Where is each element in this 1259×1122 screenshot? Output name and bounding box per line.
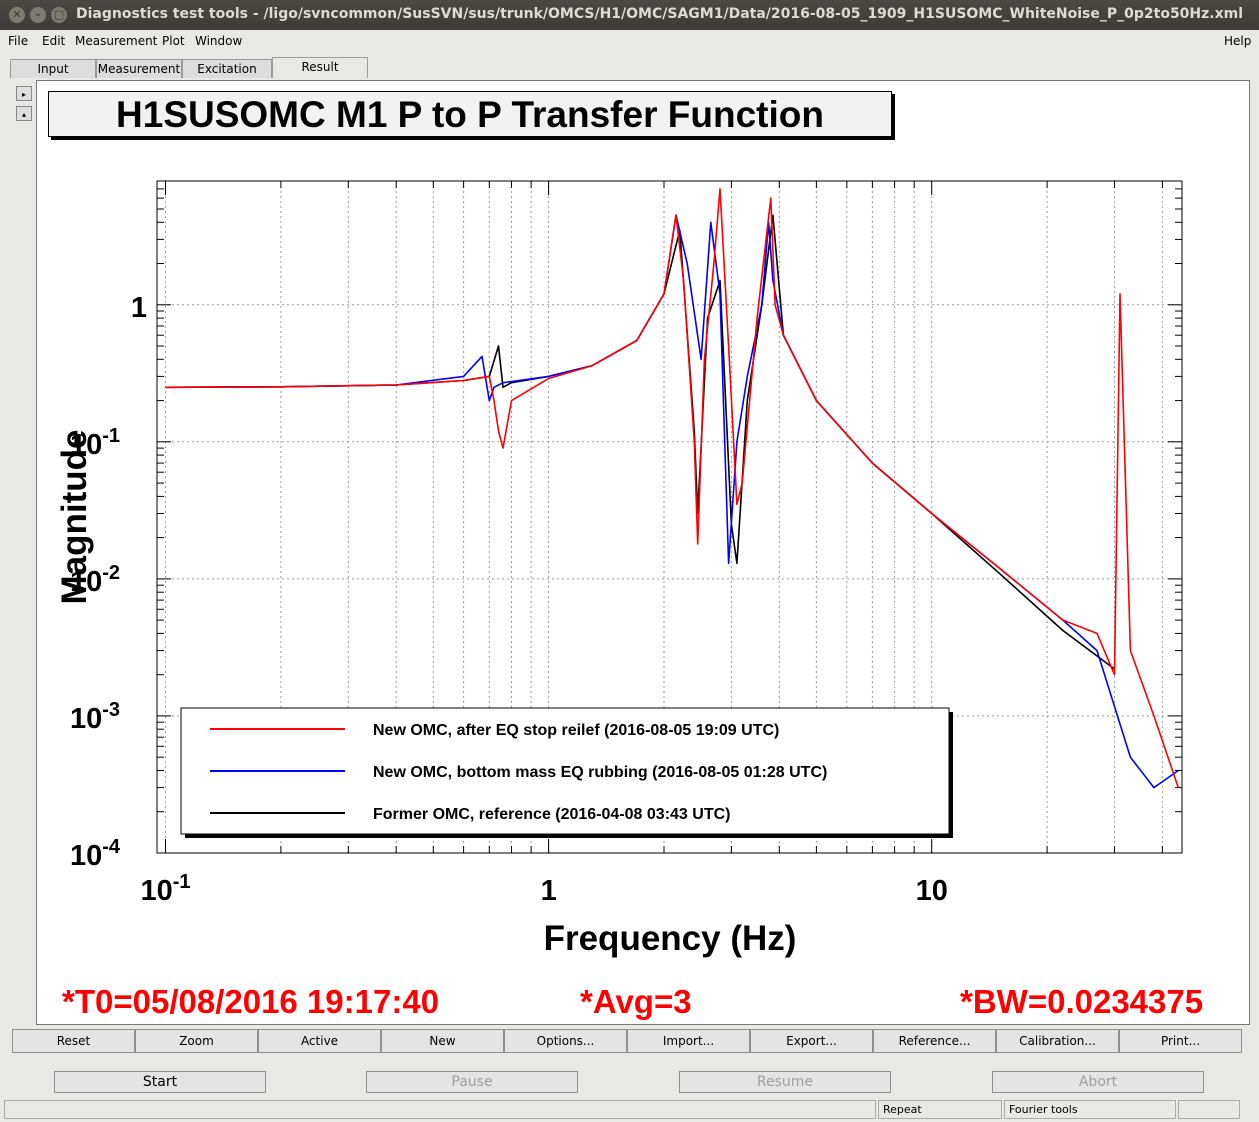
zoom-button[interactable]: Zoom [135, 1029, 258, 1053]
menu-file[interactable]: File [8, 34, 29, 48]
window-title: Diagnostics test tools - /ligo/svncommon… [76, 6, 1244, 22]
calibration-button[interactable]: Calibration... [996, 1029, 1119, 1053]
avg-stat: *Avg=3 [580, 983, 692, 1020]
tab-bar: Input Measurement Excitation Result [0, 52, 1259, 78]
menu-plot[interactable]: Plot [162, 34, 185, 48]
menu-window[interactable]: Window [195, 34, 243, 48]
status-bar: Repeat Fourier tools [0, 1099, 1259, 1122]
status-cell-main [4, 1100, 876, 1119]
menu-help[interactable]: Help [1224, 34, 1252, 48]
close-window-button[interactable]: ✕ [9, 7, 25, 23]
resume-button[interactable]: Resume [679, 1071, 891, 1093]
scroll-up-arrow-icon[interactable]: ▴ [16, 106, 32, 121]
active-button[interactable]: Active [258, 1029, 381, 1053]
new-button[interactable]: New [381, 1029, 504, 1053]
status-fourier-tools: Fourier tools [1004, 1100, 1176, 1119]
window-titlebar: ✕ – □ Diagnostics test tools - /ligo/svn… [0, 0, 1259, 30]
bw-stat: *BW=0.0234375 [960, 983, 1204, 1020]
tab-result[interactable]: Result [272, 57, 368, 78]
reference-button[interactable]: Reference... [873, 1029, 996, 1053]
reset-button[interactable]: Reset [12, 1029, 135, 1053]
status-repeat: Repeat [878, 1100, 1002, 1119]
plot-canvas[interactable] [36, 80, 1250, 1025]
pause-button[interactable]: Pause [366, 1071, 578, 1093]
options-button[interactable]: Options... [504, 1029, 627, 1053]
tab-input[interactable]: Input [10, 59, 96, 78]
t0-stat: *T0=05/08/2016 19:17:40 [62, 983, 440, 1020]
maximize-window-button[interactable]: □ [51, 7, 67, 23]
abort-button[interactable]: Abort [992, 1071, 1204, 1093]
menu-edit[interactable]: Edit [42, 34, 66, 48]
export-button[interactable]: Export... [750, 1029, 873, 1053]
status-cell-end [1178, 1100, 1240, 1119]
menu-measurement[interactable]: Measurement [75, 34, 158, 48]
plot-title: H1SUSOMC M1 P to P Transfer Function [48, 91, 892, 137]
scroll-right-arrow-icon[interactable]: ▸ [16, 86, 32, 101]
import-button[interactable]: Import... [627, 1029, 750, 1053]
start-button[interactable]: Start [54, 1071, 266, 1093]
minimize-window-button[interactable]: – [30, 7, 46, 23]
tab-measurement[interactable]: Measurement [96, 59, 182, 78]
menu-bar: File Edit Measurement Plot Window Help [0, 30, 1259, 52]
plot-toolbar: Reset Zoom Active New Options... Import.… [10, 1029, 1242, 1053]
print-button[interactable]: Print... [1119, 1029, 1242, 1053]
tab-excitation[interactable]: Excitation [182, 59, 272, 78]
